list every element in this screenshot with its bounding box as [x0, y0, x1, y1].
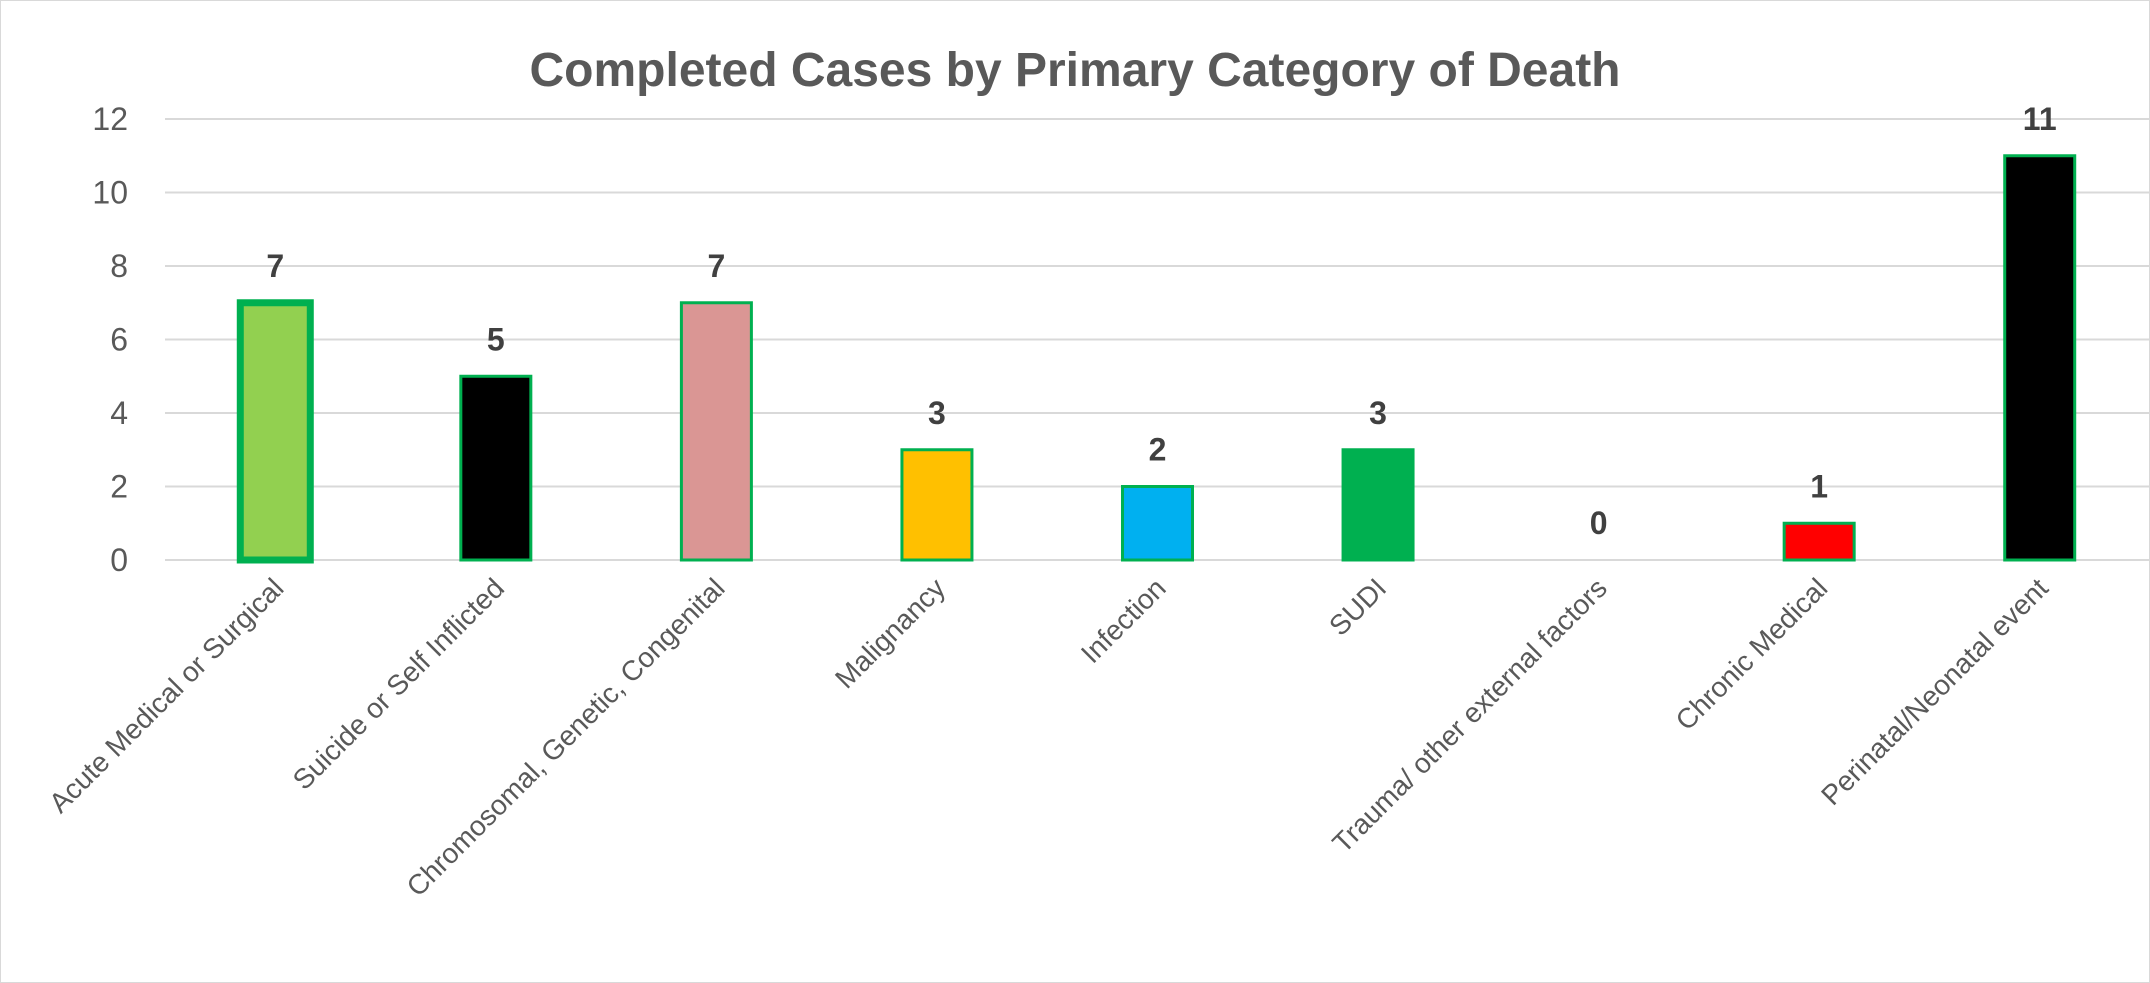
data-label: 11	[2023, 101, 2057, 137]
bar	[1782, 521, 1856, 562]
data-label: 7	[707, 248, 725, 284]
x-tick-label: Acute Medical or Surgical	[43, 572, 289, 818]
bar	[236, 299, 314, 564]
y-tick-label: 8	[110, 248, 128, 284]
y-tick-label: 6	[110, 322, 128, 358]
bar	[1341, 448, 1415, 562]
bar	[679, 301, 753, 562]
x-tick-label: Infection	[1075, 572, 1172, 669]
data-label: 7	[266, 248, 284, 284]
data-label: 5	[487, 321, 505, 357]
data-label: 1	[1810, 468, 1828, 504]
y-tick-label: 0	[110, 542, 128, 578]
data-label: 0	[1590, 505, 1608, 541]
x-tick-label: Malignancy	[829, 572, 951, 694]
x-tick-label: Perinatal/Neonatal event	[1815, 572, 2054, 811]
bars	[236, 154, 2077, 564]
bar	[459, 374, 533, 562]
x-tick-label: Suicide or Self Inflicted	[287, 572, 510, 795]
bar	[2003, 154, 2077, 562]
x-tick-label: Chronic Medical	[1670, 572, 1834, 736]
y-tick-label: 2	[110, 469, 128, 505]
chart-title: Completed Cases by Primary Category of D…	[530, 44, 1621, 97]
x-tick-label: SUDI	[1323, 572, 1392, 641]
bar	[900, 448, 974, 562]
data-label: 2	[1149, 432, 1167, 468]
y-tick-label: 12	[92, 101, 128, 137]
data-label: 3	[1369, 395, 1387, 431]
bar	[1121, 485, 1194, 562]
y-axis-ticks: 0 2 4 6 8 10 12	[92, 101, 128, 578]
y-tick-label: 10	[92, 175, 128, 211]
data-label: 3	[928, 395, 946, 431]
y-tick-label: 4	[110, 395, 128, 431]
